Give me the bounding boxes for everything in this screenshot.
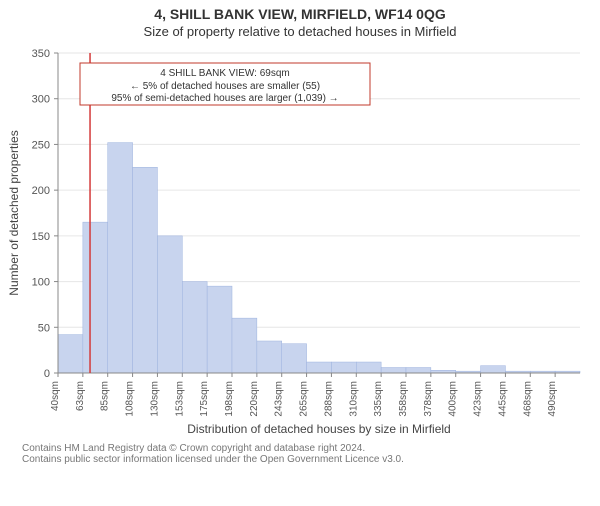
x-tick-label: 490sqm <box>547 381 558 417</box>
x-tick-label: 378sqm <box>423 381 434 417</box>
x-tick-label: 288sqm <box>323 381 334 417</box>
y-tick-label: 350 <box>32 48 50 60</box>
footer: Contains HM Land Registry data © Crown c… <box>0 439 600 465</box>
x-tick-label: 265sqm <box>299 381 310 417</box>
histogram-bar <box>406 368 431 373</box>
x-tick-label: 400sqm <box>448 381 459 417</box>
histogram-bar <box>83 222 108 373</box>
annotation-line-3: 95% of semi-detached houses are larger (… <box>111 93 338 104</box>
histogram-bar <box>232 318 257 373</box>
x-tick-label: 108sqm <box>125 381 136 417</box>
x-tick-label: 220sqm <box>249 381 260 417</box>
histogram-bar <box>381 368 406 373</box>
y-tick-label: 150 <box>32 231 50 243</box>
histogram-bar <box>207 286 232 373</box>
x-tick-label: 468sqm <box>522 381 533 417</box>
footer-line-1: Contains HM Land Registry data © Crown c… <box>22 443 592 454</box>
annotation-line-2: ← 5% of detached houses are smaller (55) <box>130 81 320 92</box>
y-tick-label: 0 <box>44 368 50 380</box>
y-tick-label: 300 <box>32 94 50 106</box>
x-tick-label: 63sqm <box>75 381 86 411</box>
x-axis-label: Distribution of detached houses by size … <box>187 422 450 436</box>
y-tick-label: 250 <box>32 139 50 151</box>
histogram-bar <box>331 362 356 373</box>
y-axis-label: Number of detached properties <box>7 130 21 295</box>
histogram-bar <box>108 143 133 373</box>
histogram-bar <box>282 344 307 373</box>
histogram-bar <box>182 282 207 373</box>
histogram-bar <box>133 167 158 373</box>
x-tick-label: 445sqm <box>497 381 508 417</box>
x-tick-label: 85sqm <box>100 381 111 411</box>
page-title: 4, SHILL BANK VIEW, MIRFIELD, WF14 0QG <box>0 6 600 22</box>
y-tick-label: 200 <box>32 185 50 197</box>
x-tick-label: 243sqm <box>274 381 285 417</box>
histogram-bar <box>58 335 83 373</box>
footer-line-2: Contains public sector information licen… <box>22 454 592 465</box>
histogram-bar <box>307 362 332 373</box>
x-tick-label: 335sqm <box>373 381 384 417</box>
y-tick-label: 50 <box>38 322 50 334</box>
x-tick-label: 358sqm <box>398 381 409 417</box>
histogram-bar <box>356 362 381 373</box>
x-tick-label: 153sqm <box>174 381 185 417</box>
x-tick-label: 40sqm <box>50 381 61 411</box>
histogram-bar <box>157 236 182 373</box>
y-tick-label: 100 <box>32 277 50 289</box>
histogram-bar <box>481 366 506 373</box>
x-tick-label: 310sqm <box>348 381 359 417</box>
annotation-line-1: 4 SHILL BANK VIEW: 69sqm <box>160 68 290 79</box>
histogram-chart: 0 50 100 150 200 250 300 350 40sqm 63sqm 85sqm 108s… <box>0 39 600 439</box>
histogram-bar <box>257 341 282 373</box>
x-tick-label: 130sqm <box>149 381 160 417</box>
page-subtitle: Size of property relative to detached ho… <box>0 24 600 39</box>
x-tick-label: 175sqm <box>199 381 210 417</box>
x-tick-label: 423sqm <box>473 381 484 417</box>
x-tick-label: 198sqm <box>224 381 235 417</box>
